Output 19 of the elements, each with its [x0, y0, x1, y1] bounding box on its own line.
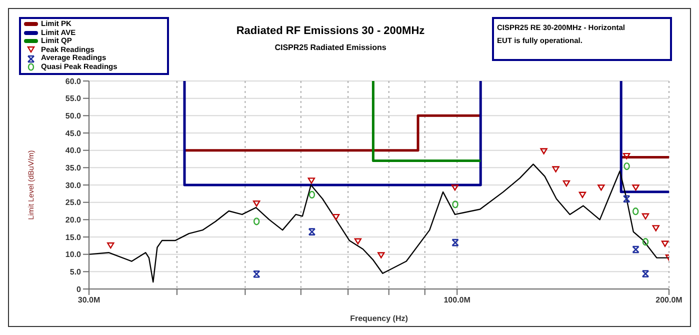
y-tick-label: 60.0	[65, 76, 82, 86]
y-tick-label: 10.0	[65, 250, 82, 260]
y-tick-label: 15.0	[65, 232, 82, 242]
y-tick-label: 0	[76, 284, 82, 294]
x-tick-label: 30.0M	[78, 296, 100, 305]
x-tick-label: 100.0M	[444, 296, 471, 305]
y-tick-label: 5.0	[70, 268, 82, 277]
chart-title: Radiated RF Emissions 30 - 200MHz	[235, 25, 426, 37]
y-tick-label: 40.0	[65, 146, 82, 156]
y-tick-label: 55.0	[65, 94, 82, 104]
chart-subtitle: CISPR25 Radiated Emissions	[274, 43, 388, 52]
y-tick-label: 35.0	[65, 164, 82, 173]
y-tick-label: 25.0	[65, 198, 82, 208]
y-tick-label: 45.0	[65, 128, 82, 138]
y-tick-label: 30.0	[65, 180, 82, 190]
x-axis-title: Frequency (Hz)	[350, 314, 408, 323]
y-tick-label: 50.0	[65, 112, 82, 121]
y-tick-label: 20.0	[65, 216, 82, 225]
x-tick-label: 200.0M	[656, 296, 683, 305]
